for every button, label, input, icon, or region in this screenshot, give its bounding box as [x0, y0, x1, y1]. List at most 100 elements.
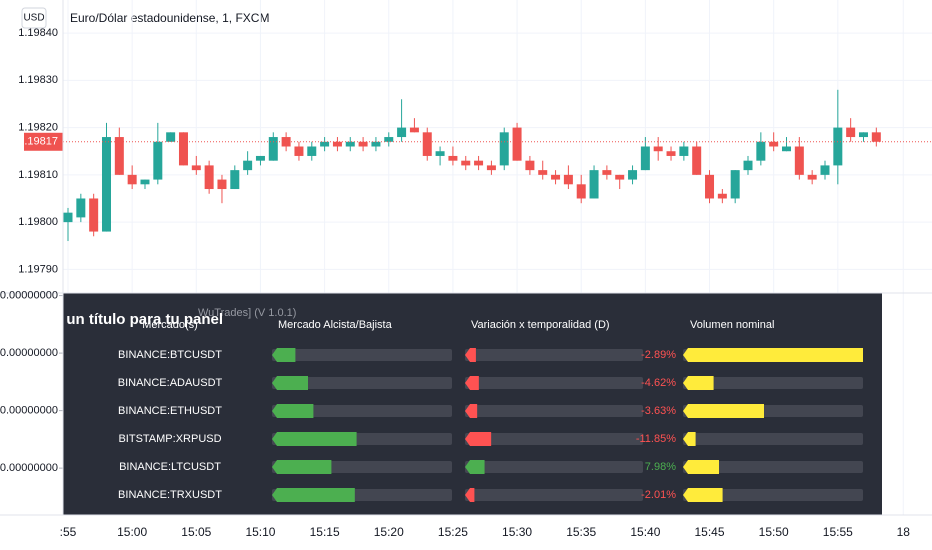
candle-body	[204, 165, 214, 190]
trend-bar	[272, 432, 357, 446]
column-header: Mercado(s)	[142, 319, 198, 331]
bar-track	[465, 489, 643, 501]
x-tick-label: 15:25	[438, 525, 468, 539]
bar-track	[272, 377, 452, 389]
candle-body	[499, 132, 509, 166]
column-header: Volumen nominal	[690, 319, 774, 331]
variation-bar	[465, 460, 485, 474]
bar-track	[465, 377, 643, 389]
column-header: Variación x temporalidad (D)	[471, 319, 610, 331]
y-tick-label: -400.00000000	[0, 462, 58, 474]
candle-body	[217, 179, 227, 190]
candle-body	[371, 141, 381, 147]
bar-track	[272, 349, 452, 361]
variation-label: -2.89%	[641, 349, 676, 361]
candle-body	[640, 146, 650, 171]
trend-bar	[272, 376, 308, 390]
candle-body	[230, 170, 240, 190]
trend-bar	[272, 488, 355, 502]
candle-body	[820, 165, 830, 175]
candle-body	[769, 141, 779, 147]
x-tick-label: 15:40	[630, 525, 660, 539]
candle-body	[101, 137, 111, 232]
candle-body	[166, 132, 176, 142]
candle-body	[538, 170, 548, 175]
market-name: BINANCE:TRXUSDT	[118, 489, 222, 501]
bar-track	[683, 433, 863, 445]
trend-bar	[272, 460, 332, 474]
bar-track	[465, 405, 643, 417]
candle-body	[320, 141, 330, 147]
candle-body	[653, 146, 663, 152]
candle-body	[191, 165, 201, 171]
y-tick-label: 1.19790	[18, 263, 58, 275]
candle-body	[615, 174, 625, 180]
candle-body	[127, 174, 137, 185]
bar-track	[683, 489, 863, 501]
y-tick-label: 0.00000000	[0, 347, 58, 359]
variation-bar	[465, 488, 475, 502]
candle-body	[794, 146, 804, 175]
candle-body	[692, 146, 702, 175]
candle-body	[153, 141, 163, 180]
y-tick-label: -200.00000000	[0, 405, 58, 417]
candle-body	[397, 127, 407, 138]
candle-body	[461, 160, 471, 166]
candle-body	[756, 141, 766, 161]
volume-bar	[683, 376, 714, 390]
candle-body	[448, 155, 458, 161]
variation-label: 7.98%	[645, 461, 676, 473]
candle-body	[717, 193, 727, 199]
y-tick-label: 200.00000000	[0, 289, 58, 301]
candle-body	[358, 141, 368, 147]
bar-track	[465, 433, 643, 445]
candle-body	[563, 174, 573, 185]
candle-body	[332, 141, 342, 147]
volume-bar	[683, 348, 863, 362]
last-price-tag	[24, 132, 63, 151]
trend-bar	[272, 348, 296, 362]
candle-body	[63, 212, 73, 223]
y-tick-label: 1.19820	[18, 122, 58, 134]
candle-body	[384, 137, 394, 142]
candle-body	[255, 155, 265, 161]
candle-body	[114, 137, 124, 175]
candle-body	[281, 137, 291, 147]
market-name: BINANCE:ADAUSDT	[118, 377, 223, 389]
candle-body	[576, 184, 586, 199]
last-price-label: 1.19817	[18, 136, 58, 148]
volume-bar	[683, 432, 696, 446]
variation-bar	[465, 432, 492, 446]
variation-bar	[465, 348, 476, 362]
candle-body	[268, 137, 278, 161]
candle-body	[525, 160, 535, 171]
candle-body	[409, 127, 419, 133]
bar-track	[683, 461, 863, 473]
volume-bar	[683, 404, 764, 418]
candle-body	[730, 170, 740, 199]
x-tick-label: 15:45	[695, 525, 725, 539]
x-tick-label: 15:55	[823, 525, 853, 539]
variation-label: -3.63%	[641, 405, 676, 417]
candle-body	[782, 146, 792, 152]
candle-body	[422, 132, 432, 156]
y-tick-label: 1.19800	[18, 216, 58, 228]
candle-body	[858, 132, 868, 138]
column-header: Mercado Alcista/Bajista	[278, 319, 393, 331]
bar-track	[272, 405, 452, 417]
candle-body	[243, 160, 253, 171]
candle-body	[345, 141, 355, 147]
x-tick-label: 15:10	[245, 525, 275, 539]
market-name: BINANCE:LTCUSDT	[119, 461, 221, 473]
x-tick-label: 15:00	[117, 525, 147, 539]
bar-track	[465, 461, 643, 473]
candle-body	[589, 170, 599, 199]
variation-label: -4.62%	[641, 377, 676, 389]
candle-body	[846, 127, 856, 138]
panel-title: n un título para tu panel	[53, 311, 223, 328]
x-tick-label: 15:20	[374, 525, 404, 539]
candle-body	[307, 146, 317, 156]
candle-body	[743, 160, 753, 171]
candle-body	[178, 132, 188, 166]
